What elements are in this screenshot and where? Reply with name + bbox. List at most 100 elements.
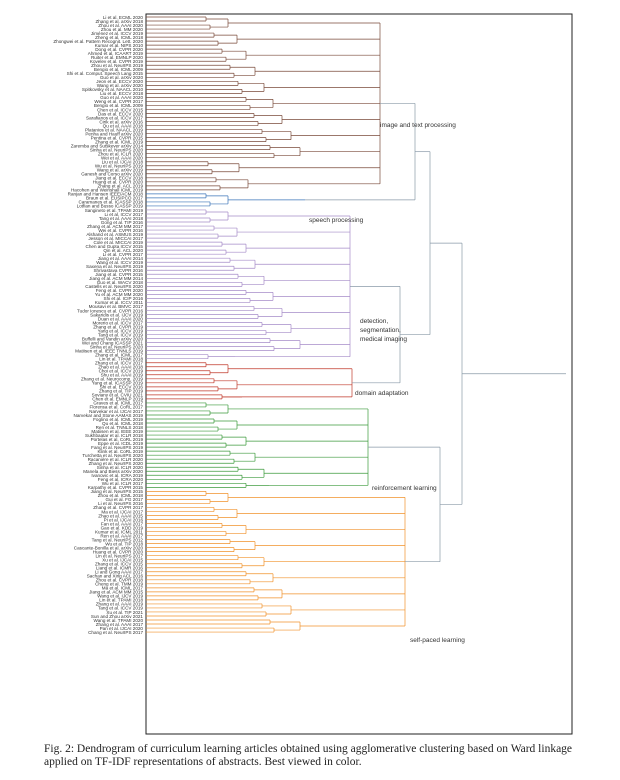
leaf-label: Zhang et al. ACM MM 2017 [87, 224, 143, 229]
leaf-label: Shi et al. Comput. Speech Lang 2015 [67, 71, 144, 76]
leaf-label: Ren et al. AAAI 2017 [100, 533, 143, 538]
leaf-label: Portelas et al. CoRL 2019 [91, 437, 144, 442]
leaf-label: Huang et al. CVPR 2020 [93, 180, 144, 185]
cluster-label-speech: speech processing [309, 217, 364, 224]
leaf-label: Yu et al. ACM MM 2020 [95, 292, 144, 297]
leaf-label: Saxena et al. NeurIPS 2019 [86, 264, 143, 269]
leaf-label: Zhou et al. AAAI 2020 [98, 23, 143, 28]
leaf-label: Matiisen et al. IEEE TNNLS 2019 [75, 348, 143, 353]
leaf-label: Sangineto et al. TPAMI 2019 [85, 208, 144, 213]
leaf-label: Ma et al. IJCAI 2017 [101, 509, 143, 514]
leaf-label: Feng et al. ICRA 2020 [98, 477, 144, 482]
leaf-label: Wang et al. arXiv 2019 [97, 168, 144, 173]
leaf-label: Tang et al. AAAI 2018 [99, 216, 144, 221]
leaf-label: Cheng et al. TMM 2019 [95, 582, 143, 587]
leaf-label: Jeon et al. ECCV 2020 [96, 79, 143, 84]
leaf-label: Liu et al. IJCAI 2018 [102, 160, 144, 165]
leaf-label: Choi et al. ICCV 2019 [99, 369, 144, 374]
leaf-label: Yang et al. ICASSP 2019 [92, 381, 144, 386]
leaf-label: Cirik et al. arXiv 2016 [99, 119, 143, 124]
leaf-label: Lotfian and Busso ICASSP 2019 [77, 204, 144, 209]
leaf-label: Matiisen et al. IEEE 2019 [91, 429, 143, 434]
leaf-label: Sinha et al. NeurIPS 2020 [90, 344, 144, 349]
leaf-label: Soviany et al. CVIU 2021 [92, 393, 144, 398]
leaf-label: Zhang et al. ACL 2019 [97, 184, 143, 189]
leaf-label: Duan et al. AAAI 2020 [98, 316, 144, 321]
leaf-label: Jiang et al. NeurIPS 2015 [91, 489, 144, 494]
leaf-label: Li et al. ECML 2020 [103, 15, 144, 20]
leaf-label: Wang et al. arXiv 2020 [97, 83, 144, 88]
leaf-label: Sukhbaatar et al. ICLR 2018 [85, 433, 143, 438]
leaf-label: Lin et al. TPAMI 2018 [99, 357, 143, 362]
leaf-label: Qin et al. ACL 2020 [103, 248, 143, 253]
leaf-label: Zhang et al. ICML 2017 [95, 352, 143, 357]
leaf-label: Kovelev et al. CVPR 2019 [90, 59, 144, 64]
leaf-label: Liu et al. ECCV 2018 [100, 91, 143, 96]
leaf-label: Zhongwei et al. Pattern Recognit. Lett. … [53, 39, 143, 44]
leaf-label: Pi et al. IJCAI 2016 [104, 517, 144, 522]
leaf-label: Wu et al. TIP 2018 [105, 541, 143, 546]
leaf-label: Buffelli and Vandin arXiv 2020 [82, 336, 144, 341]
leaf-label: Zhang et al. CVPR 2017 [93, 505, 143, 510]
leaf-label: Li et al. ICCV 2017 [104, 212, 143, 217]
cluster-label-image-text: image and text processing [380, 122, 456, 129]
leaf-label: Zhang et al. ICCV 2017 [95, 361, 143, 366]
leaf-label: Weng et al. CVPR 2017 [94, 99, 143, 104]
leaf-label: Gong et al. TIP 2016 [101, 220, 144, 225]
leaf-label: Bengio et al. ICML 2009 [94, 67, 144, 72]
leaf-label: Fang et al. NeurIPS 2019 [91, 445, 143, 450]
leaf-label: Zhang et al. Neurocomp. 2019 [81, 377, 143, 382]
leaf-label: Hacohen and Weinshall ICML 2019 [71, 188, 143, 193]
leaf-label: Tudor Ionescu et al. CVPR 2016 [77, 308, 143, 313]
leaf-label: Wang et al. IJCV 2019 [97, 594, 143, 599]
leaf-label: Wei et al. CVPR 2016 [98, 228, 143, 233]
leaf-label: Tang et al. ICCV 2019 [98, 332, 143, 337]
leaf-label: Guo et al. arXiv 2020 [100, 75, 144, 80]
leaf-label: Sinha et al. ICLR 2020 [97, 465, 144, 470]
cluster-label-detection-3: medical imaging [360, 336, 407, 343]
leaf-label: Sachan and Xing ACL 2016 [87, 574, 144, 579]
leaf-label: Huang et al. CVPR 2020 [93, 549, 144, 554]
leaf-label: Sarafianos et al. ICCV 2017 [86, 115, 143, 120]
leaf-label: Racanière et al. ICLR 2020 [88, 457, 144, 462]
leaf-label: Shu et al. AAAI 2019 [101, 373, 144, 378]
leaf-label: Dong et al. CVPR 2020 [95, 47, 143, 52]
leaf-label: Cole et al. MICCAI 2019 [93, 240, 143, 245]
leaf-label: Eppe et al. ICDL 2019 [98, 441, 143, 446]
cluster-label-domain: domain adaptation [355, 390, 409, 397]
leaf-label: Shrivastava CVPR 2016 [93, 268, 143, 273]
leaf-label: Wei and Chang ICASSP 2021 [82, 340, 144, 345]
leaf-label: Wang et al. ICCV 2019 [96, 260, 143, 265]
leaf-label: Kumar et al. ICCV 2011 [95, 300, 144, 305]
leaf-label: Das et al. ECCV 2020 [98, 111, 143, 116]
leaf-label: Zhang et al. TIP 2019 [99, 389, 143, 394]
leaf-label: Chen et al. EMNLP 2019 [92, 397, 143, 402]
leaf-label: Sun and Zhou arXiv 2021 [91, 614, 144, 619]
leaf-label: Xu et al. IJCAI 2015 [102, 558, 143, 563]
leaf-label: Zaremba and Sutskever arXiv 2014 [71, 143, 144, 148]
leaf-label: Feng et al. CVPR 2020 [96, 288, 144, 293]
leaf-label: Pan et al. IJCAI 2020 [100, 626, 144, 631]
leaf-label: Jesson et al. MICCAI 2017 [88, 236, 143, 241]
leaf-label: Shi et al. ECCV 2016 [100, 385, 144, 390]
leaf-label: Zhou et al. ICML 2018 [98, 493, 144, 498]
leaf-label: Yang et al. ICCV 2019 [98, 328, 144, 333]
leaf-label: Wei et al. AAAI 2020 [101, 156, 143, 161]
leaf-label: Zhang et al. ICCV 2015 [95, 562, 143, 567]
leaf-label: Zhou et al. MM 2020 [101, 27, 144, 32]
leaf-label: Zhao et al. AAAI 2018 [98, 365, 143, 370]
leaf-label: Lin et al. NeurIPS 2017 [96, 553, 144, 558]
leaf-label: Gui et al. FG 2017 [105, 497, 143, 502]
leaf-label: Xu et al. TIP 2021 [106, 610, 143, 615]
leaf-label: Li et al. CVPR 2017 [103, 252, 144, 257]
dendrogram-links [146, 16, 566, 633]
leaf-label: Guo et al. WACV 2018 [97, 280, 144, 285]
leaf-label: Jiang et al. ECCV 2018 [95, 176, 143, 181]
leaf-label: Li and Gong AAAI 2017 [95, 570, 143, 575]
leaf-label: Platanios et al. NAACL 2019 [85, 127, 143, 132]
leaf-label: Sinha et al. NeurIPS 2020 [90, 147, 144, 152]
leaf-label: Zhang et al. AAAI 2019 [96, 602, 144, 607]
leaf-label: Guo et al. AAAI 2020 [100, 95, 143, 100]
leaf-label: Fan et al. AAAI 2017 [101, 521, 144, 526]
